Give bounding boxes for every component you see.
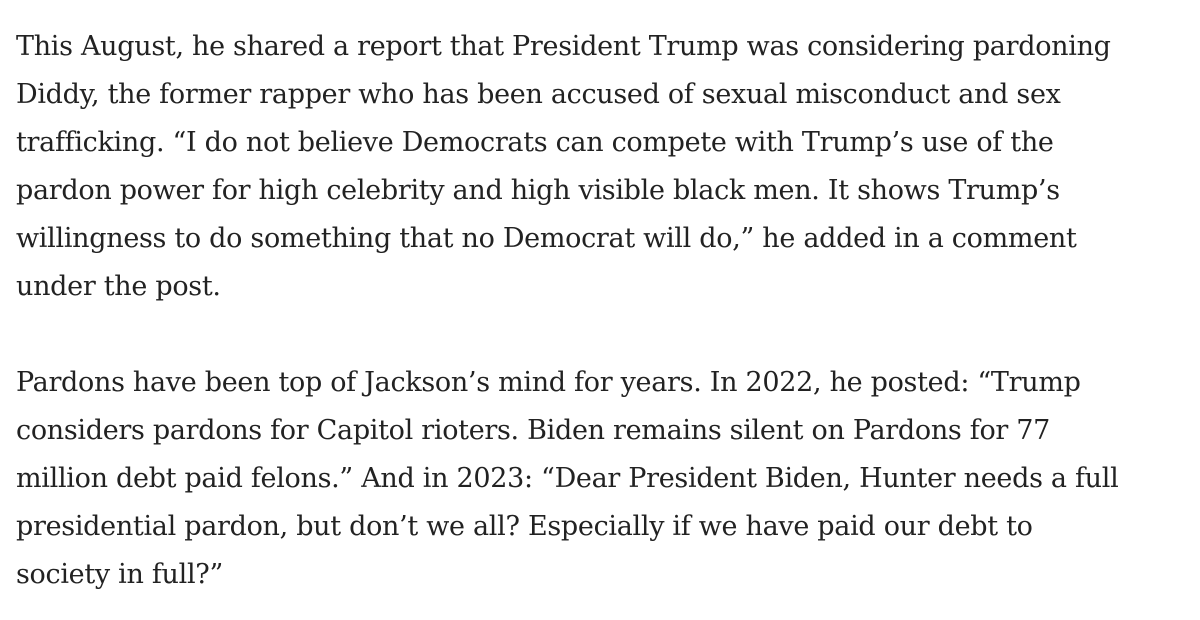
text-line: million debt paid felons.” And in 2023: … xyxy=(16,463,1119,494)
text-line: society in full?” xyxy=(16,559,223,590)
text-line: Pardons have been top of Jackson’s mind … xyxy=(16,367,1081,398)
text-line: pardon power for high celebrity and high… xyxy=(16,175,1060,206)
paragraph-diddy-pardon: This August, he shared a report that Pre… xyxy=(16,23,1192,311)
text-line: under the post. xyxy=(16,271,221,302)
article-body: This August, he shared a report that Pre… xyxy=(16,23,1192,599)
text-line: willingness to do something that no Demo… xyxy=(16,223,1077,254)
text-line: trafficking. “I do not believe Democrats… xyxy=(16,127,1054,158)
text-line: presidential pardon, but don’t we all? E… xyxy=(16,511,1033,542)
text-line: Diddy, the former rapper who has been ac… xyxy=(16,79,1061,110)
paragraph-pardons-history: Pardons have been top of Jackson’s mind … xyxy=(16,359,1192,599)
text-line: considers pardons for Capitol rioters. B… xyxy=(16,415,1051,446)
text-line: This August, he shared a report that Pre… xyxy=(16,31,1111,62)
